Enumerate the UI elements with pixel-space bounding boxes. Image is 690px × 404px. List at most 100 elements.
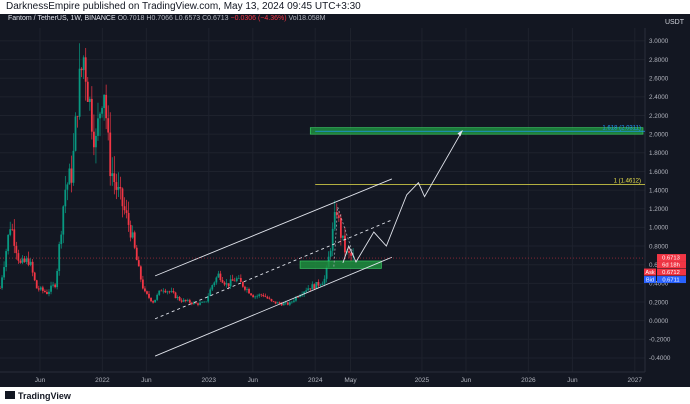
candle-body: [274, 301, 277, 304]
candle-body: [7, 234, 10, 252]
candle-body: [146, 291, 148, 294]
price-label-box: [657, 261, 686, 269]
candle-body: [317, 282, 320, 286]
channel-upper-line: [154, 178, 393, 277]
candle-body: [203, 301, 206, 303]
candle-body: [139, 266, 142, 280]
candle-body: [284, 302, 287, 304]
candle-body: [95, 135, 97, 148]
candle-body: [319, 284, 322, 286]
legend-open: O0.7018: [117, 15, 145, 22]
candle-body: [331, 228, 334, 251]
candle-body: [256, 295, 259, 297]
candle-body: [297, 296, 299, 298]
y-tick-label: 2.0000: [649, 131, 669, 138]
candle-body: [150, 297, 152, 302]
currency-label[interactable]: USDT: [664, 19, 684, 26]
symbol-legend: Fantom / TetherUS, 1W, BINANCE O0.7018 H…: [8, 15, 326, 22]
candle-body: [133, 232, 136, 248]
candle-body: [209, 289, 212, 297]
candle-body: [17, 253, 20, 261]
candle-body: [295, 296, 297, 301]
candle-body: [99, 113, 101, 119]
candle-body: [276, 302, 279, 304]
candle-body: [13, 229, 16, 246]
x-tick-label: 2022: [95, 377, 110, 384]
price-tag-badge: [644, 276, 656, 284]
candle-body: [117, 186, 120, 190]
candle-body: [270, 299, 273, 301]
candle-body: [121, 188, 124, 207]
candle-body: [186, 300, 189, 302]
footer-bar: TradingView: [0, 387, 690, 404]
channel-lower-line: [154, 256, 393, 357]
candle-body: [48, 291, 50, 295]
candle-body: [23, 258, 26, 262]
y-tick-label: 0.2000: [649, 299, 669, 306]
candle-body: [152, 301, 154, 303]
candle-body: [125, 210, 128, 213]
candle-body: [70, 168, 73, 183]
support-zone: [299, 260, 382, 269]
legend-change: −0.0306 (−4.36%): [230, 15, 287, 22]
candle-body: [244, 286, 246, 290]
candle-body: [103, 94, 105, 109]
candle-body: [172, 290, 175, 293]
candle-body: [86, 81, 89, 102]
candle-body: [58, 244, 61, 271]
candle-body: [188, 300, 191, 303]
candle-body: [92, 131, 95, 148]
candle-body: [90, 98, 93, 132]
y-tick-label: 0.4000: [649, 281, 669, 288]
fib-level-label: 1 (1.4612): [614, 178, 641, 184]
x-tick-label: 2023: [202, 377, 217, 384]
candle-body: [119, 186, 122, 189]
candle-body: [97, 118, 99, 136]
symbol-name: Fantom / TetherUS, 1W, BINANCE: [8, 15, 116, 22]
candle-body: [193, 302, 195, 304]
candle-body: [80, 68, 83, 71]
candle-body: [219, 273, 222, 281]
candle-body: [141, 279, 144, 289]
candle-body: [162, 290, 165, 292]
price-tag-badge: [644, 268, 656, 276]
candle-body: [176, 297, 179, 299]
tradingview-logo-icon: [5, 391, 15, 399]
candle-body: [168, 291, 171, 293]
candle-body: [321, 283, 324, 285]
price-label-value: 0.6711: [662, 278, 679, 284]
y-tick-label: 2.8000: [649, 57, 669, 64]
candle-body: [335, 212, 338, 216]
candle-body: [129, 224, 132, 238]
candle-body: [60, 234, 63, 245]
candle-body: [154, 299, 157, 303]
candle-body: [50, 285, 52, 292]
candle-body: [148, 293, 150, 298]
x-tick-label: 2026: [521, 377, 536, 384]
candle-body: [307, 288, 310, 291]
candle-body: [164, 290, 167, 293]
candle-body: [66, 184, 69, 190]
candle-body: [339, 217, 342, 238]
y-tick-label: 1.2000: [649, 206, 669, 213]
candle-body: [178, 297, 181, 301]
candle-body: [313, 284, 316, 289]
candle-body: [84, 57, 87, 82]
candle-body: [41, 287, 44, 291]
candle-body: [105, 94, 108, 119]
candle-body: [31, 261, 34, 273]
price-tag-name: Ask: [645, 270, 654, 276]
candle-body: [135, 247, 138, 261]
candle-body: [323, 278, 326, 284]
candle-body: [5, 251, 8, 268]
y-tick-label: -0.4000: [649, 355, 671, 362]
x-tick-label: May: [344, 377, 357, 384]
candle-body: [286, 302, 289, 305]
x-tick-label: Jun: [461, 377, 472, 384]
y-tick-label: 1.0000: [649, 225, 669, 232]
candle-body: [260, 294, 263, 296]
candle-body: [56, 270, 59, 288]
price-label-value: 0.6712: [662, 270, 680, 276]
